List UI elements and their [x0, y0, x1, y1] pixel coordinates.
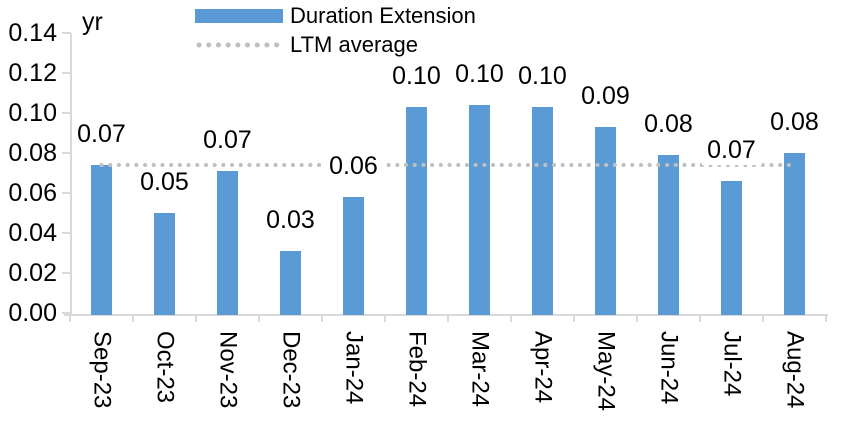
bar-value-label: 0.10 — [386, 61, 447, 91]
y-axis-tick-mark — [62, 312, 71, 314]
bar-value-label: 0.06 — [323, 151, 384, 181]
x-axis-label: Jul-24 — [718, 331, 746, 397]
y-axis-tick-label: 0.08 — [8, 139, 57, 167]
x-axis-tick-mark — [384, 314, 386, 322]
bar — [532, 107, 553, 315]
bar — [595, 127, 616, 315]
legend-item-ltm-average: LTM average — [195, 30, 476, 59]
x-axis-tick-mark — [573, 314, 575, 322]
y-axis-tick-mark — [62, 272, 71, 274]
bar — [721, 181, 742, 315]
legend-item-duration-extension: Duration Extension — [195, 1, 476, 30]
x-axis-tick-mark — [636, 314, 638, 322]
x-axis-tick-mark — [195, 314, 197, 322]
bar — [154, 213, 175, 315]
y-axis-tick-mark — [62, 32, 71, 34]
x-axis-tick-mark — [447, 314, 449, 322]
bar-value-label: 0.08 — [638, 109, 699, 139]
x-axis-label: Mar-24 — [466, 331, 494, 408]
bar-value-label: 0.10 — [449, 59, 510, 89]
x-axis-label: Dec-23 — [277, 331, 305, 409]
bar — [658, 155, 679, 315]
x-axis-tick-mark — [321, 314, 323, 322]
x-axis-tick-mark — [699, 314, 701, 322]
y-axis-tick-mark — [62, 152, 71, 154]
y-axis-tick-mark — [62, 112, 71, 114]
y-axis-tick-label: 0.14 — [8, 19, 57, 47]
bar — [280, 251, 301, 315]
y-axis-tick-label: 0.06 — [8, 179, 57, 207]
y-axis-tick-label: 0.00 — [8, 299, 57, 327]
bar — [406, 107, 427, 315]
x-axis-label: May-24 — [592, 331, 620, 412]
legend-bar-swatch — [195, 8, 283, 23]
y-axis-tick-mark — [62, 192, 71, 194]
x-axis-tick-mark — [69, 314, 71, 322]
bar-value-label: 0.10 — [512, 61, 573, 91]
bar-value-label: 0.07 — [197, 125, 258, 155]
x-axis-label: Jun-24 — [655, 331, 683, 405]
x-axis-label: Apr-24 — [529, 331, 557, 404]
x-axis-label: Nov-23 — [214, 331, 242, 409]
bar-value-label: 0.03 — [260, 205, 321, 235]
y-axis-tick-label: 0.02 — [8, 259, 57, 287]
bar — [343, 197, 364, 315]
y-axis-line — [70, 33, 72, 316]
legend-label-duration-extension: Duration Extension — [290, 3, 476, 28]
y-axis-tick-label: 0.12 — [8, 59, 57, 87]
y-axis-tick-mark — [62, 72, 71, 74]
bar-value-label: 0.07 — [701, 135, 762, 165]
x-axis-tick-mark — [132, 314, 134, 322]
bar — [217, 171, 238, 315]
y-axis-unit-label: yr — [82, 8, 103, 36]
x-axis-tick-mark — [258, 314, 260, 322]
legend-label-ltm-average: LTM average — [290, 32, 418, 57]
legend: Duration Extension LTM average — [195, 1, 476, 59]
legend-dotted-line-swatch — [196, 42, 280, 47]
y-axis-tick-label: 0.10 — [8, 99, 57, 127]
y-axis-tick-label: 0.04 — [8, 219, 57, 247]
bar-value-label: 0.05 — [134, 167, 195, 197]
x-axis-tick-mark — [762, 314, 764, 322]
x-axis-label: Sep-23 — [88, 331, 116, 409]
bar — [469, 105, 490, 315]
bar-value-label: 0.08 — [764, 107, 825, 137]
x-axis-label: Feb-24 — [403, 331, 431, 408]
x-axis-tick-mark — [510, 314, 512, 322]
x-axis-tick-mark — [825, 314, 827, 322]
x-axis-label: Aug-24 — [781, 331, 809, 409]
y-axis-tick-mark — [62, 232, 71, 234]
x-axis-label: Jan-24 — [340, 331, 368, 405]
bar — [91, 165, 112, 315]
bar-value-label: 0.07 — [71, 119, 132, 149]
x-axis-label: Oct-23 — [151, 331, 179, 404]
bar-value-label: 0.09 — [575, 81, 636, 111]
bar — [784, 153, 805, 315]
x-axis-line — [64, 314, 828, 316]
